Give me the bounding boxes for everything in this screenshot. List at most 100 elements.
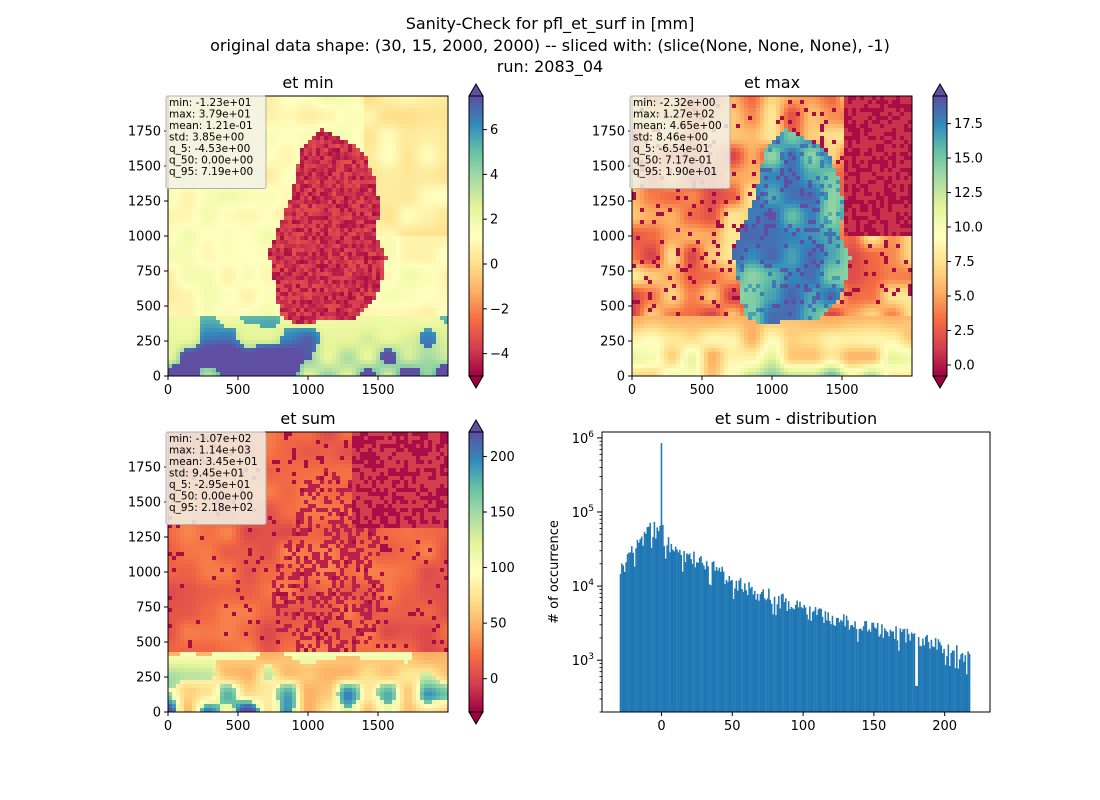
histogram-bar — [813, 610, 815, 712]
y-tick-label: 750 — [600, 265, 625, 280]
histogram-bar — [922, 638, 924, 712]
histogram-bar — [847, 620, 849, 712]
histogram-bar — [662, 524, 664, 712]
histogram-bar — [664, 558, 667, 712]
histogram-bar — [701, 562, 704, 712]
histogram-bar — [718, 567, 721, 712]
histogram-bar — [737, 590, 739, 712]
x-tick-label: 1000 — [291, 383, 324, 398]
histogram-bar — [785, 598, 787, 712]
histogram-bar — [663, 546, 666, 712]
stats-line: mean: 3.45e+01 — [169, 456, 258, 468]
stats-line: q_95: 1.90e+01 — [633, 166, 717, 178]
histogram-bar — [674, 546, 677, 712]
y-tick-label: 500 — [136, 636, 161, 651]
histogram-bar — [967, 651, 969, 712]
x-tick-label: 1500 — [825, 383, 858, 398]
histogram-bar — [826, 620, 828, 712]
y-axis: 0 250 500 750 1000 1250 1500 1750 — [128, 461, 168, 721]
histogram-bar — [855, 629, 858, 712]
colorbar: 0.0 2.5 5.0 7.5 10.0 12.5 15.0 17.5 — [932, 83, 983, 389]
histogram-bar — [693, 551, 695, 712]
histogram-bar — [777, 595, 780, 712]
histogram-bar — [676, 549, 678, 712]
histogram-bar — [823, 622, 825, 712]
histogram-bar — [708, 584, 711, 712]
histogram-bar — [941, 653, 944, 712]
colorbar-tick-label: 17.5 — [954, 117, 983, 132]
histogram-bar — [653, 521, 656, 712]
histogram-bar — [905, 642, 907, 712]
histogram-bar — [629, 552, 632, 712]
histogram-bar — [794, 604, 797, 712]
histogram-bar — [691, 563, 694, 712]
histogram-bar — [775, 615, 777, 712]
histogram-bar — [655, 538, 657, 712]
x-tick-label: 0 — [657, 719, 665, 734]
histogram-bar — [859, 628, 862, 712]
histogram-bar — [647, 526, 650, 712]
histogram-bar — [950, 652, 952, 712]
histogram-bar — [638, 542, 640, 712]
histogram-bar — [680, 555, 683, 712]
histogram-bar — [763, 598, 766, 712]
histogram-bar — [741, 588, 743, 712]
histogram-bar — [773, 596, 776, 712]
stats-line: std: 3.85e+00 — [169, 132, 244, 144]
histogram-bar — [909, 640, 911, 712]
colorbar-tick-label: 0 — [490, 672, 498, 687]
colorbar-tick-label: 0.0 — [954, 358, 975, 373]
histogram-bar — [833, 624, 835, 712]
histogram-bar — [926, 634, 928, 712]
histogram-bar — [694, 567, 697, 712]
y-tick-label: 1000 — [128, 566, 161, 581]
x-tick-label: 1000 — [291, 719, 324, 734]
histogram-bar — [845, 615, 848, 712]
histogram-bar — [892, 631, 895, 712]
axes-title: et min — [282, 73, 333, 92]
histogram-bar — [939, 642, 941, 712]
histogram-bar — [883, 628, 886, 712]
colorbar-tick-label: −4 — [490, 347, 509, 362]
histogram-bar — [924, 636, 927, 712]
histogram-bar — [854, 621, 856, 712]
histogram-bar — [840, 619, 842, 712]
y-tick-label: 0 — [153, 706, 161, 721]
histogram-bar — [683, 550, 685, 712]
histogram-bar — [766, 598, 769, 712]
x-tick-label: 1000 — [755, 383, 788, 398]
histogram-bar — [780, 594, 783, 712]
stats-line: q_5: -2.95e+01 — [169, 479, 250, 491]
stats-line: min: -1.07e+02 — [169, 433, 251, 445]
histogram-bar — [770, 603, 773, 712]
histogram-bar — [688, 553, 691, 712]
histogram-bar — [677, 552, 680, 712]
colorbar-tick-label: 50 — [490, 617, 507, 632]
histogram-bar — [835, 617, 838, 712]
histogram-bar — [963, 661, 965, 712]
histogram-bar — [858, 629, 861, 712]
histogram-bar — [697, 562, 699, 712]
histogram-bar — [900, 631, 903, 712]
x-tick-label: 200 — [932, 719, 957, 734]
histogram-bar — [958, 659, 961, 712]
x-tick-label: 500 — [226, 719, 251, 734]
histogram-bar — [744, 583, 746, 712]
histogram-bar — [893, 638, 896, 712]
histogram-bar — [817, 609, 820, 712]
colorbar-tick-label: 6 — [490, 123, 498, 138]
y-tick-label: 750 — [136, 265, 161, 280]
stats-line: max: 1.14e+03 — [169, 445, 251, 457]
colorbar-tick-label: 200 — [490, 450, 515, 465]
histogram-bar — [961, 652, 964, 712]
histogram-bar — [964, 655, 967, 712]
histogram-bar — [937, 639, 940, 712]
colorbar-gradient — [469, 96, 483, 376]
histogram-bar — [867, 631, 869, 712]
histogram-bars — [619, 443, 971, 712]
histogram-bar — [724, 584, 726, 712]
colorbar-tick-label: 2 — [490, 213, 498, 228]
colorbar-tick-label: 0 — [490, 258, 498, 273]
histogram-bar — [758, 600, 760, 712]
